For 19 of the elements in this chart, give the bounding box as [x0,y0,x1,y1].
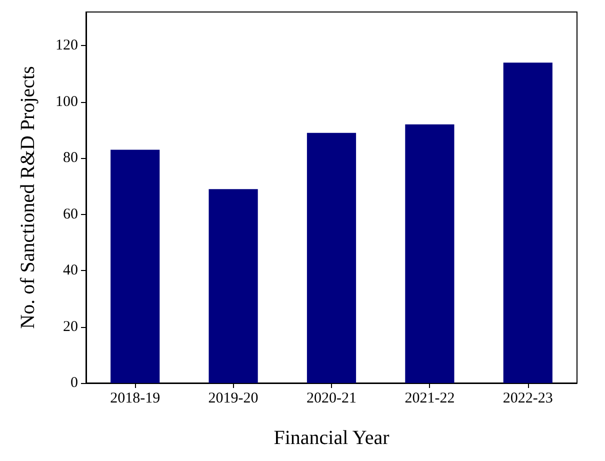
y-tick-label: 40 [63,262,78,279]
bar [110,150,160,383]
y-axis-title: No. of Sanctioned R&D Projects [17,66,39,329]
bar [405,124,454,383]
y-tick-label: 100 [56,94,78,110]
x-tick-label: 2018-19 [110,390,160,406]
y-tick-label: 20 [63,318,78,335]
x-tick-label: 2022-23 [502,390,553,406]
y-tick-label: 120 [56,38,78,54]
x-tick-label: 2020-21 [306,390,356,406]
y-tick-label: 0 [70,375,78,391]
bar [208,189,258,383]
y-tick-label: 60 [63,206,78,222]
x-tick-label: 2021-22 [404,390,455,406]
y-tick-label: 80 [63,150,78,166]
bar [306,132,356,383]
x-axis-title: Financial Year [274,427,390,449]
x-tick-label: 2019-20 [208,390,258,406]
bar [503,62,552,383]
